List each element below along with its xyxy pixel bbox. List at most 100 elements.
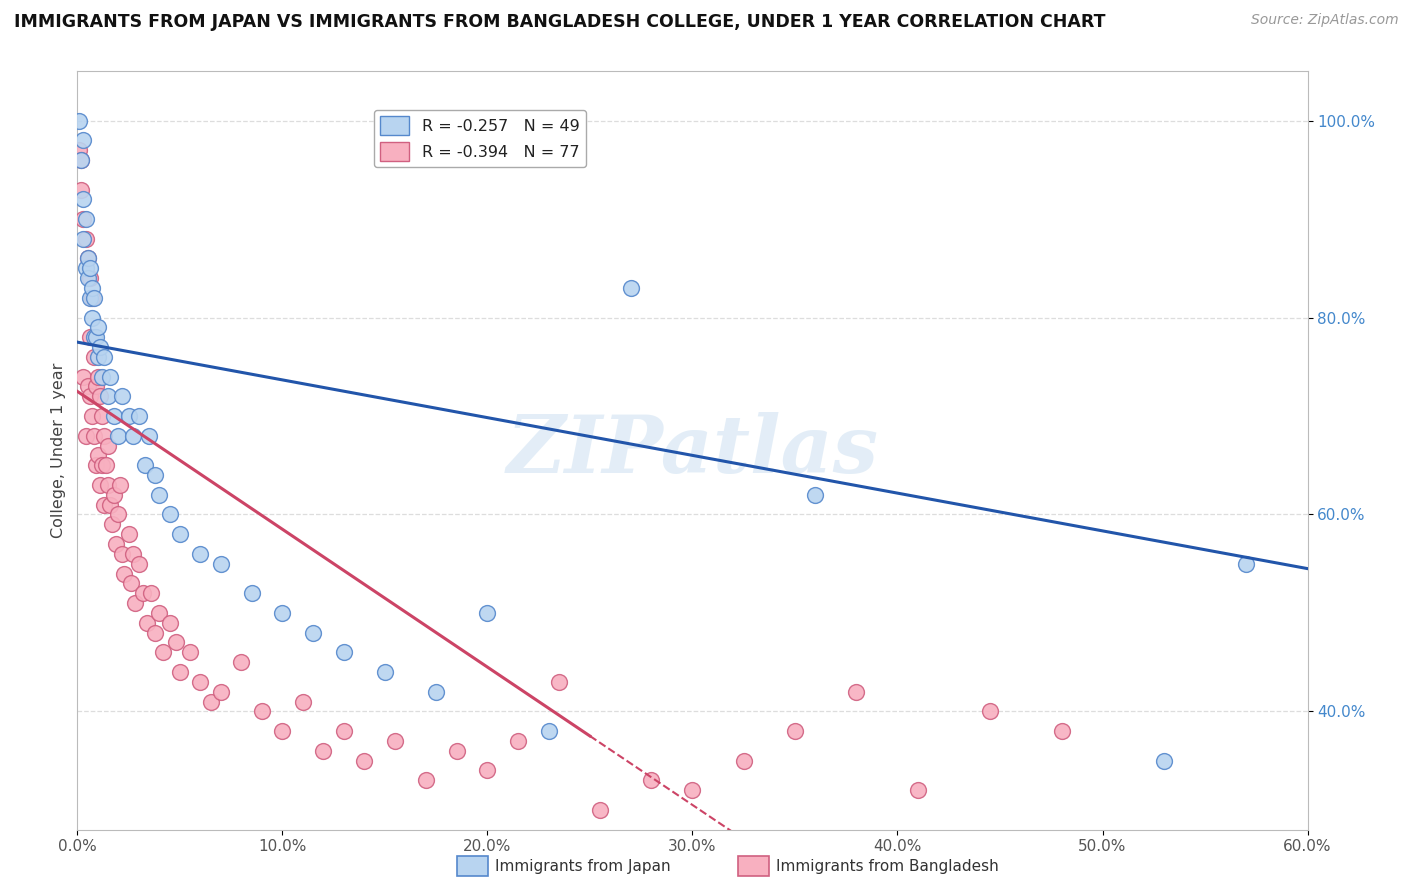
Point	[98, 498, 121, 512]
Point	[72, 369, 94, 384]
Point	[240, 586, 263, 600]
Point	[271, 606, 294, 620]
Point	[589, 803, 612, 817]
Point	[83, 350, 105, 364]
Point	[75, 232, 97, 246]
Point	[87, 369, 110, 384]
Point	[508, 734, 530, 748]
Point	[209, 557, 232, 571]
Point	[83, 428, 105, 442]
Point	[548, 674, 571, 689]
Point	[84, 330, 107, 344]
Point	[200, 694, 222, 708]
Point	[94, 458, 117, 473]
Point	[89, 340, 111, 354]
Point	[250, 705, 273, 719]
Point	[83, 291, 105, 305]
Point	[87, 350, 110, 364]
Point	[120, 576, 142, 591]
Point	[80, 281, 103, 295]
Point	[72, 133, 94, 147]
Point	[89, 389, 111, 403]
Point	[209, 684, 232, 698]
Point	[70, 153, 93, 167]
Point	[111, 547, 134, 561]
Point	[103, 488, 125, 502]
Point	[682, 783, 704, 797]
Point	[136, 615, 159, 630]
Point	[84, 458, 107, 473]
Point	[138, 428, 160, 442]
Point	[79, 330, 101, 344]
Point	[114, 566, 136, 581]
Point	[80, 291, 103, 305]
Point	[302, 625, 325, 640]
Point	[97, 389, 120, 403]
Point	[72, 212, 94, 227]
Point	[1050, 724, 1073, 739]
Point	[783, 724, 806, 739]
Point	[107, 428, 129, 442]
Point	[477, 606, 499, 620]
Point	[121, 428, 143, 442]
Point	[179, 645, 201, 659]
Point	[72, 232, 94, 246]
Point	[188, 674, 212, 689]
Point	[110, 478, 132, 492]
Point	[79, 291, 101, 305]
Point	[134, 458, 156, 473]
Point	[143, 625, 166, 640]
Point	[1153, 754, 1175, 768]
Point	[271, 724, 294, 739]
Point	[374, 665, 396, 679]
Point	[67, 143, 90, 157]
Point	[76, 252, 98, 266]
Point	[152, 645, 174, 659]
Point	[333, 645, 356, 659]
Point	[97, 438, 120, 452]
Point	[169, 665, 191, 679]
Point	[80, 310, 103, 325]
Point	[79, 261, 101, 276]
Text: IMMIGRANTS FROM JAPAN VS IMMIGRANTS FROM BANGLADESH COLLEGE, UNDER 1 YEAR CORREL: IMMIGRANTS FROM JAPAN VS IMMIGRANTS FROM…	[14, 13, 1105, 31]
Point	[93, 350, 115, 364]
Point	[70, 153, 93, 167]
Point	[75, 212, 97, 227]
Point	[128, 557, 150, 571]
Y-axis label: College, Under 1 year: College, Under 1 year	[51, 363, 66, 538]
Point	[76, 271, 98, 285]
Point	[141, 586, 163, 600]
Point	[76, 379, 98, 393]
Point	[132, 586, 155, 600]
Point	[67, 113, 90, 128]
Point	[159, 615, 181, 630]
Point	[79, 271, 101, 285]
Point	[148, 606, 170, 620]
Point	[105, 537, 128, 551]
Point	[446, 744, 468, 758]
Point	[477, 764, 499, 778]
Text: Immigrants from Japan: Immigrants from Japan	[495, 859, 671, 873]
Legend: R = -0.257   N = 49, R = -0.394   N = 77: R = -0.257 N = 49, R = -0.394 N = 77	[374, 110, 586, 168]
Point	[333, 724, 356, 739]
Point	[121, 547, 143, 561]
Point	[87, 320, 110, 334]
Point	[312, 744, 335, 758]
Point	[87, 449, 110, 463]
Point	[83, 330, 105, 344]
Point	[188, 547, 212, 561]
Point	[90, 369, 114, 384]
Point	[70, 182, 93, 196]
Point	[165, 635, 187, 649]
Point	[90, 458, 114, 473]
Point	[640, 773, 662, 788]
Point	[107, 508, 129, 522]
Point	[733, 754, 755, 768]
Point	[101, 517, 124, 532]
Point	[845, 684, 868, 698]
Point	[103, 409, 125, 423]
Point	[75, 261, 97, 276]
Point	[75, 428, 97, 442]
Text: Immigrants from Bangladesh: Immigrants from Bangladesh	[776, 859, 998, 873]
Point	[979, 705, 1001, 719]
